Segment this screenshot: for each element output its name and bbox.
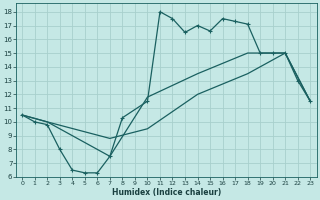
X-axis label: Humidex (Indice chaleur): Humidex (Indice chaleur) [112,188,221,197]
